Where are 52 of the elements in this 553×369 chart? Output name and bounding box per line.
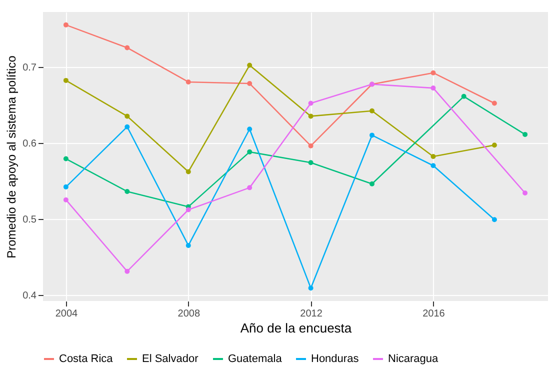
point [124, 45, 130, 50]
point [124, 268, 130, 274]
x-tick-label: 2012 [300, 308, 323, 320]
point [247, 185, 252, 190]
point [63, 78, 68, 83]
point [124, 114, 130, 119]
point [308, 143, 314, 148]
point [247, 126, 252, 132]
point [461, 94, 466, 99]
legend-label: El Salvador [142, 353, 199, 365]
point [308, 114, 314, 119]
point [186, 242, 191, 248]
x-tick-label: 2008 [178, 308, 200, 320]
point [63, 184, 68, 190]
y-tick-label: 0.5 [22, 214, 37, 226]
point [492, 217, 497, 222]
point [370, 108, 375, 114]
point [63, 197, 68, 202]
point [124, 188, 130, 194]
x-tick-label: 2004 [55, 308, 78, 320]
x-tick-label: 2016 [422, 308, 446, 320]
point [308, 100, 314, 106]
point [430, 70, 436, 76]
legend-label: Guatemala [228, 353, 283, 365]
point [186, 169, 191, 174]
y-tick-label: 0.7 [22, 62, 37, 74]
point [308, 286, 314, 291]
legend-label: Nicaragua [388, 353, 440, 365]
point [430, 154, 436, 159]
point [370, 181, 375, 186]
y-tick-label: 0.4 [22, 290, 37, 302]
point [247, 62, 252, 68]
point [370, 132, 375, 138]
y-tick-label: 0.6 [22, 138, 37, 150]
legend-label: Honduras [311, 353, 360, 365]
point [63, 156, 68, 162]
point [63, 22, 68, 28]
point [247, 80, 252, 86]
point [522, 190, 528, 196]
point [124, 124, 130, 130]
point [522, 132, 528, 137]
point [186, 207, 191, 212]
x-axis-title: Año de la encuesta [240, 320, 352, 336]
point [186, 79, 191, 84]
point [430, 163, 436, 168]
point [430, 86, 436, 91]
point [492, 100, 497, 106]
y-axis-title: Promedio de apoyo al sistema político [4, 55, 19, 258]
point [492, 142, 497, 148]
point [247, 149, 252, 154]
legend-label: Costa Rica [59, 353, 114, 365]
point [308, 160, 314, 166]
